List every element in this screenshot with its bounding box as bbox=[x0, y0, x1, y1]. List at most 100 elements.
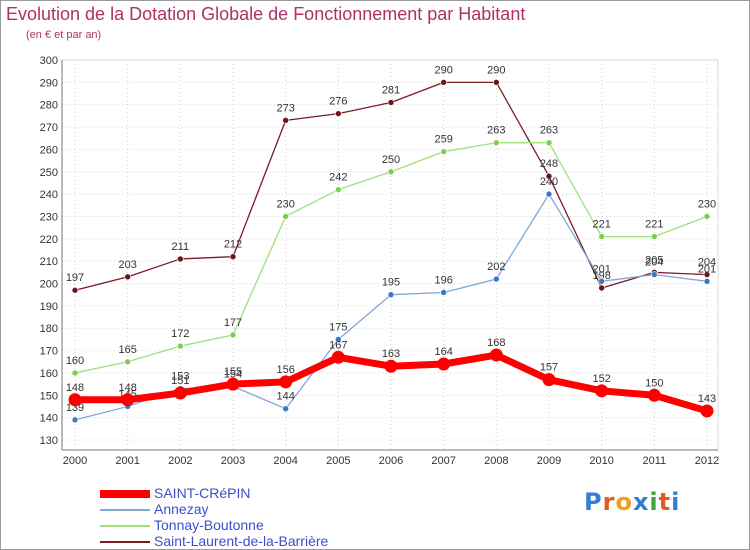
data-label: 151 bbox=[171, 375, 189, 387]
data-label: 148 bbox=[118, 382, 136, 394]
data-label: 273 bbox=[276, 102, 294, 114]
data-point bbox=[703, 271, 711, 278]
data-point bbox=[387, 291, 395, 299]
data-point bbox=[489, 348, 503, 362]
data-point bbox=[493, 139, 500, 147]
data-point bbox=[703, 277, 711, 285]
data-point bbox=[440, 148, 447, 155]
data-label: 230 bbox=[276, 198, 294, 210]
data-label: 157 bbox=[540, 362, 558, 374]
data-point bbox=[335, 186, 342, 193]
data-point bbox=[542, 373, 556, 387]
data-point bbox=[598, 233, 605, 240]
y-tick-label: 250 bbox=[40, 167, 58, 179]
data-point bbox=[384, 359, 398, 373]
logo-letter: o bbox=[615, 488, 633, 516]
data-point bbox=[595, 384, 609, 398]
data-point bbox=[331, 350, 345, 364]
data-point bbox=[703, 213, 711, 220]
data-label: 242 bbox=[329, 172, 347, 184]
data-label: 144 bbox=[276, 391, 294, 403]
logo-letter: P bbox=[584, 488, 603, 516]
data-label: 164 bbox=[434, 346, 452, 358]
data-point bbox=[647, 388, 661, 402]
legend-swatch bbox=[100, 509, 150, 511]
data-point bbox=[387, 99, 395, 106]
legend-label: Annezay bbox=[154, 501, 209, 517]
x-tick-label: 2000 bbox=[63, 455, 87, 467]
data-label: 259 bbox=[434, 134, 452, 146]
data-label: 143 bbox=[698, 393, 716, 405]
data-label: 221 bbox=[645, 219, 663, 231]
x-tick-label: 2004 bbox=[273, 455, 297, 467]
data-point bbox=[173, 386, 187, 400]
series-line-annezay bbox=[74, 193, 708, 421]
data-label: 202 bbox=[487, 261, 505, 273]
data-label: 160 bbox=[66, 355, 84, 367]
data-point bbox=[651, 271, 658, 278]
data-point bbox=[282, 405, 289, 413]
data-label: 195 bbox=[382, 277, 400, 289]
x-tick-label: 2001 bbox=[115, 455, 139, 467]
data-point bbox=[387, 168, 395, 176]
data-label: 204 bbox=[645, 257, 663, 269]
x-tick-label: 2002 bbox=[168, 455, 192, 467]
data-label: 153 bbox=[171, 371, 189, 383]
data-label: 196 bbox=[434, 274, 452, 286]
x-tick-label: 2003 bbox=[221, 455, 245, 467]
y-tick-label: 210 bbox=[40, 256, 58, 268]
data-point bbox=[124, 358, 131, 366]
data-point bbox=[68, 393, 82, 407]
chart-subtitle: (en € et par an) bbox=[26, 29, 102, 41]
data-point bbox=[545, 139, 553, 147]
y-tick-label: 270 bbox=[40, 122, 58, 134]
data-point bbox=[335, 110, 342, 117]
data-point bbox=[124, 273, 131, 281]
legend-swatch bbox=[100, 541, 150, 543]
y-tick-label: 240 bbox=[40, 189, 58, 201]
data-label: 152 bbox=[592, 373, 610, 385]
data-point bbox=[71, 416, 79, 424]
data-label: 221 bbox=[592, 219, 610, 231]
x-tick-label: 2009 bbox=[537, 455, 561, 467]
data-label: 263 bbox=[540, 125, 558, 137]
y-tick-label: 290 bbox=[40, 77, 58, 89]
data-label: 175 bbox=[329, 321, 347, 333]
data-point bbox=[598, 277, 605, 285]
chart-title: Evolution de la Dotation Globale de Fonc… bbox=[6, 4, 526, 24]
data-point bbox=[440, 289, 447, 296]
data-label: 205 bbox=[645, 254, 663, 266]
data-point bbox=[335, 336, 342, 343]
data-point bbox=[279, 375, 293, 389]
data-label: 240 bbox=[540, 176, 558, 188]
data-label: 281 bbox=[382, 84, 400, 96]
data-label: 250 bbox=[382, 154, 400, 166]
data-label: 201 bbox=[592, 263, 610, 275]
data-label: 172 bbox=[171, 328, 189, 340]
x-tick-label: 2011 bbox=[643, 455, 667, 467]
data-point bbox=[545, 172, 553, 180]
data-label: 167 bbox=[329, 339, 347, 351]
logo-letter: i bbox=[671, 488, 681, 516]
y-tick-label: 180 bbox=[40, 323, 58, 335]
legend-label: Saint-Laurent-de-la-Barrière bbox=[154, 533, 329, 549]
data-label: 211 bbox=[172, 241, 190, 253]
x-tick-label: 2006 bbox=[379, 455, 403, 467]
y-tick-label: 200 bbox=[40, 279, 58, 291]
logo-letter: x bbox=[632, 488, 650, 516]
data-point bbox=[651, 233, 658, 240]
y-tick-label: 300 bbox=[40, 55, 58, 67]
data-label: 150 bbox=[645, 377, 663, 389]
y-tick-label: 130 bbox=[40, 435, 58, 447]
data-label: 263 bbox=[487, 125, 505, 137]
logo-letter: t bbox=[658, 488, 672, 516]
data-point bbox=[493, 79, 500, 86]
legend-swatch bbox=[100, 490, 150, 498]
proxiti-logo: Proxiti bbox=[584, 488, 680, 516]
data-label: 204 bbox=[698, 257, 716, 269]
data-label: 212 bbox=[224, 239, 242, 251]
data-point bbox=[71, 369, 79, 377]
data-label: 168 bbox=[487, 337, 505, 349]
data-label: 201 bbox=[698, 263, 716, 275]
